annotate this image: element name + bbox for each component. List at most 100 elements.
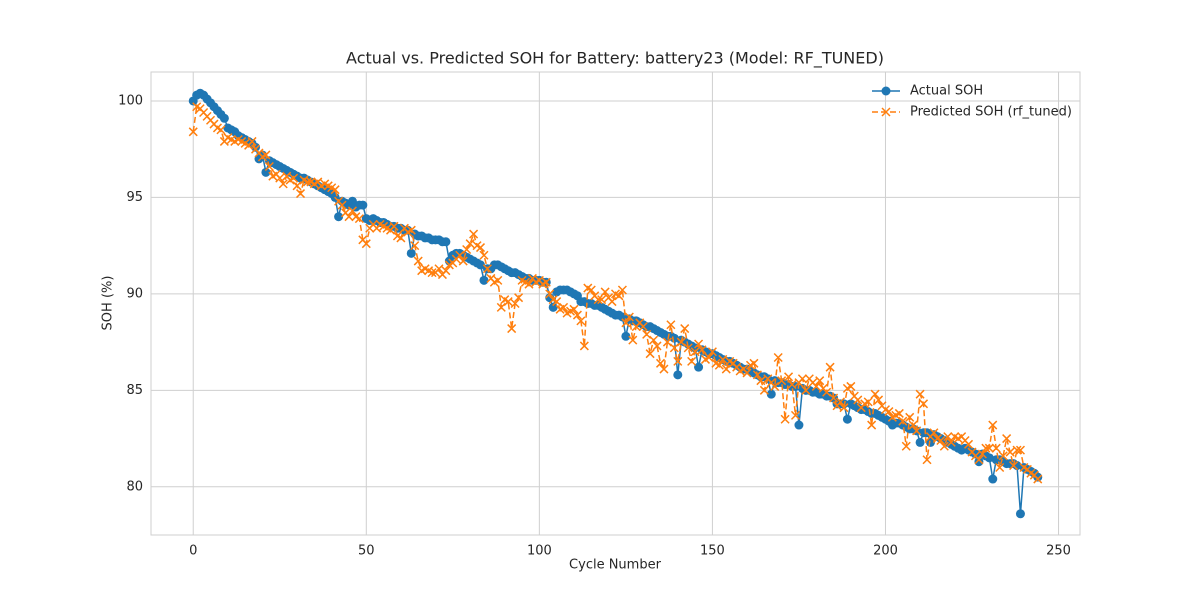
marker-x [361, 239, 371, 249]
marker-circle [476, 260, 486, 270]
marker-circle [1015, 509, 1025, 519]
marker-x [389, 221, 399, 231]
marker-circle [673, 370, 683, 380]
marker-x [939, 441, 949, 451]
marker-x [645, 349, 655, 359]
marker-x [870, 389, 880, 399]
marker-x [759, 385, 769, 395]
marker-x [347, 206, 357, 216]
marker-circle [358, 200, 368, 210]
marker-x [680, 324, 690, 334]
marker-x [441, 266, 451, 276]
marker-x [482, 264, 492, 274]
marker-x [579, 341, 589, 351]
marker-x [981, 443, 991, 453]
marker-x [552, 297, 562, 307]
marker-circle [925, 437, 935, 447]
marker-x [559, 302, 569, 312]
marker-x [649, 335, 659, 345]
marker-x [704, 352, 714, 363]
marker-x [707, 347, 717, 357]
marker-circle [548, 302, 558, 312]
marker-x [964, 439, 974, 449]
marker-x [874, 395, 884, 405]
marker-x [822, 387, 832, 397]
marker-x [912, 426, 922, 436]
marker-x [773, 352, 783, 363]
marker-x [984, 443, 994, 453]
marker-x [410, 241, 420, 251]
marker-x [493, 275, 503, 285]
marker-x [801, 385, 811, 395]
marker-x [742, 368, 752, 378]
marker-x [1012, 445, 1022, 455]
marker-x [541, 277, 551, 287]
marker-circle [669, 333, 679, 343]
marker-x [884, 407, 894, 417]
marker-x [572, 310, 582, 320]
marker-x [569, 304, 579, 314]
marker-x [264, 161, 274, 172]
marker-x [756, 376, 766, 386]
marker-circle [974, 457, 984, 467]
marker-x [1033, 474, 1043, 484]
marker-circle [621, 331, 631, 341]
legend-marker [881, 107, 891, 117]
marker-x [330, 185, 340, 195]
marker-x [666, 320, 676, 330]
marker-x [545, 289, 555, 299]
y-tick-label: 80 [126, 479, 143, 494]
marker-circle [261, 167, 271, 177]
marker-x [829, 393, 839, 403]
marker-x [503, 297, 513, 307]
marker-x [496, 302, 506, 312]
legend: Actual SOH Predicted SOH (rf_tuned) [872, 84, 1072, 120]
marker-circle [441, 237, 451, 247]
marker-x [427, 268, 437, 278]
marker-x [514, 293, 524, 303]
chart-title: Actual vs. Predicted SOH for Battery: ba… [346, 49, 884, 69]
marker-x [462, 244, 472, 255]
marker-circle [479, 275, 489, 285]
marker-x [988, 420, 998, 430]
marker-x [946, 437, 956, 447]
marker-circle [334, 212, 344, 222]
plot-area [188, 88, 1043, 519]
marker-circle [406, 248, 416, 258]
marker-x [898, 416, 908, 426]
marker-x [652, 341, 662, 351]
marker-x [576, 316, 586, 326]
x-tick-label: 50 [358, 544, 375, 559]
marker-circle [694, 362, 704, 372]
y-tick-label: 85 [126, 383, 143, 398]
marker-x [295, 189, 306, 199]
marker-x [1009, 461, 1019, 471]
marker-x [216, 125, 226, 135]
marker-circle [988, 474, 998, 484]
marker-x [479, 250, 489, 260]
marker-x [655, 358, 666, 368]
marker-x [413, 256, 423, 266]
marker-x [936, 435, 946, 446]
marker-x [770, 381, 780, 391]
marker-x [908, 420, 918, 430]
marker-x [292, 181, 302, 191]
marker-x [593, 295, 603, 305]
legend-marker [881, 86, 891, 96]
marker-x [673, 356, 683, 366]
marker-circle [984, 453, 994, 463]
marker-x [188, 127, 198, 137]
marker-x [597, 295, 607, 305]
marker-x [507, 324, 517, 334]
marker-x [354, 214, 364, 224]
legend-label: Predicted SOH (rf_tuned) [910, 105, 1072, 120]
marker-x [624, 312, 634, 322]
marker-x [455, 250, 465, 260]
grid [151, 72, 1080, 535]
marker-x [669, 343, 679, 353]
marker-x [1002, 434, 1012, 444]
y-axis-label: SOH (%) [101, 276, 116, 331]
marker-x [458, 256, 468, 266]
marker-circle [842, 414, 852, 424]
